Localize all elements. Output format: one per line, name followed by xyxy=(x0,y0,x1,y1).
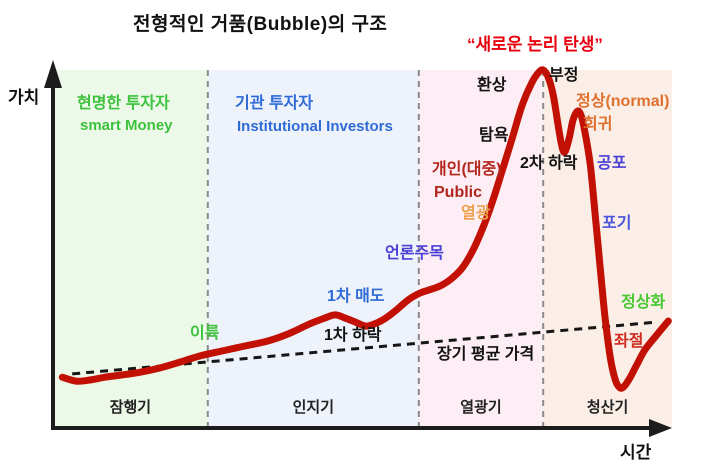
label-smart-money-en: smart Money xyxy=(80,117,173,134)
phase-label-mania: 열광기 xyxy=(460,399,502,416)
label-institutional-kr: 기관 투자자 xyxy=(235,95,314,112)
label-first-decline: 1차 하락 xyxy=(324,327,382,344)
phase-separators xyxy=(206,70,545,426)
label-first-sell: 1차 매도 xyxy=(327,288,385,305)
phase-label-awareness: 인지기 xyxy=(292,399,334,416)
axes xyxy=(44,60,672,437)
y-axis-arrow-icon xyxy=(44,60,62,88)
y-axis-label: 가치 xyxy=(8,88,40,107)
label-normalization: 정상화 xyxy=(621,294,666,311)
label-public-en: Public xyxy=(434,184,483,201)
label-second-decline: 2차 하락 xyxy=(520,155,578,172)
label-denial: 부정 xyxy=(549,67,579,84)
phase-label-stealth: 잠행기 xyxy=(109,399,152,416)
label-takeoff: 이륙 xyxy=(190,325,220,342)
label-new-logic: “새로운 논리 탄생” xyxy=(467,35,603,54)
label-despair: 좌절 xyxy=(614,333,644,350)
label-greed: 탐욕 xyxy=(479,127,509,144)
label-mean-price: 장기 평균 가격 xyxy=(437,346,535,363)
label-media-attention: 언론주목 xyxy=(385,245,444,262)
label-return-normal: 정상(normal) xyxy=(576,93,670,110)
chart-title: 전형적인 거품(Bubble)의 구조 xyxy=(133,14,388,35)
band-mania xyxy=(418,70,544,427)
chart-series xyxy=(58,66,672,392)
x-axis-arrow-icon xyxy=(649,419,672,437)
phase-bands xyxy=(53,70,672,427)
band-awareness xyxy=(207,70,419,427)
x-axis-label: 시간 xyxy=(620,443,652,462)
label-return-normal-2: 회귀 xyxy=(583,116,613,133)
label-capitulation: 포기 xyxy=(602,215,632,232)
label-institutional-en: Institutional Investors xyxy=(237,118,393,135)
label-smart-money-kr: 현명한 투자자 xyxy=(77,95,170,112)
band-blowoff xyxy=(543,70,672,427)
phase-label-blowoff: 청산기 xyxy=(586,399,629,416)
label-fear: 공포 xyxy=(597,155,627,172)
label-fantasy: 환상 xyxy=(477,77,507,94)
bubble-curve xyxy=(58,66,672,392)
label-public-kr: 개인(대중) xyxy=(432,161,502,178)
label-enthusiasm: 열광 xyxy=(461,205,491,222)
